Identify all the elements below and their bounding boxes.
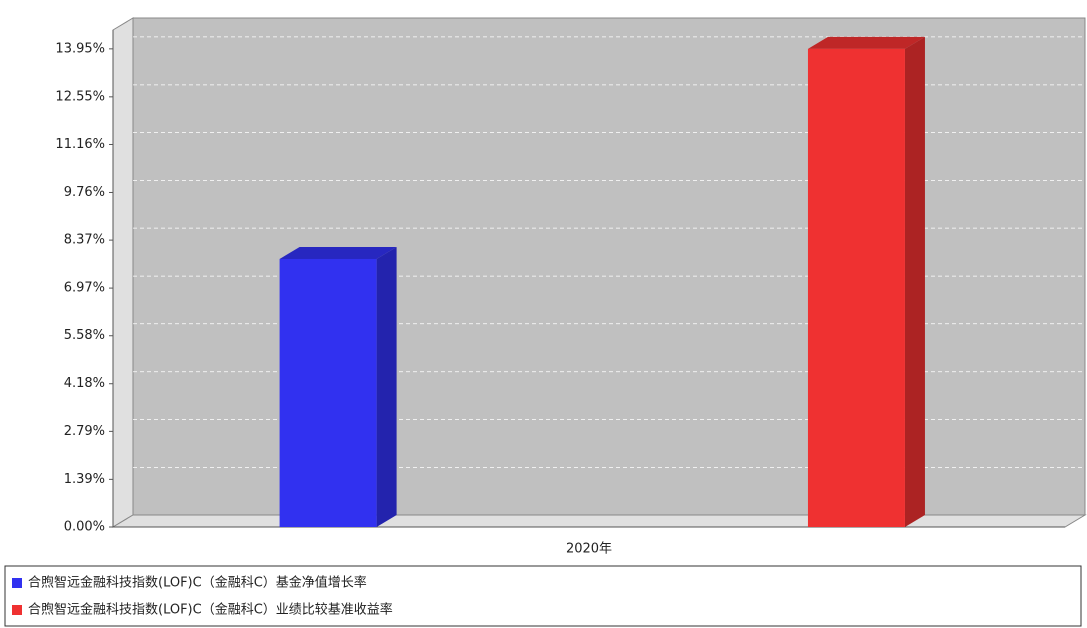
y-tick-label: 6.97%: [64, 281, 105, 296]
y-tick-label: 12.55%: [55, 89, 105, 104]
floor: [111, 514, 1087, 528]
back-wall: [132, 17, 1086, 516]
y-tick-label: 0.00%: [64, 520, 105, 535]
x-tick-label: 2020年: [566, 542, 612, 557]
legend-box: [4, 565, 1082, 627]
bar-side: [376, 246, 397, 527]
bar: [279, 258, 377, 527]
y-tick-label: 4.18%: [64, 376, 105, 391]
bar-side: [904, 36, 925, 528]
y-tick-label: 11.16%: [55, 137, 105, 152]
bar-top: [279, 246, 397, 259]
legend-label: 合煦智远金融科技指数(LOF)C（金融科C）业绩比较基准收益率: [28, 602, 393, 618]
y-tick-label: 9.76%: [64, 185, 105, 200]
legend-swatch: [12, 605, 22, 615]
y-tick-label: 2.79%: [64, 424, 105, 439]
legend-swatch: [12, 578, 22, 588]
y-tick-label: 1.39%: [64, 472, 105, 487]
y-tick-label: 8.37%: [64, 233, 105, 248]
y-tick-label: 5.58%: [64, 328, 105, 343]
side-wall: [112, 17, 134, 528]
bar-top: [807, 36, 925, 49]
y-tick-label: 13.95%: [55, 41, 105, 56]
legend-label: 合煦智远金融科技指数(LOF)C（金融科C）基金净值增长率: [28, 575, 367, 591]
bar: [807, 48, 905, 528]
